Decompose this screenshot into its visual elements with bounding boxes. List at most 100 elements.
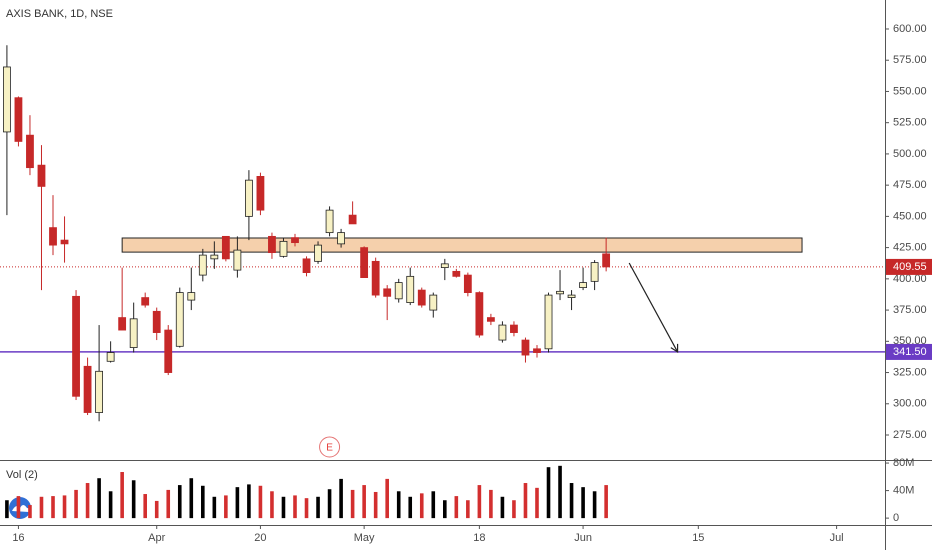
x-tick-label: 15	[692, 532, 704, 544]
y-tick-label: 450.00	[893, 210, 927, 222]
candle-body	[325, 209, 334, 234]
volume-bar	[443, 500, 447, 519]
y-tick-label: 475.00	[893, 179, 927, 191]
candle-body	[3, 66, 11, 133]
volume-title: Vol (2)	[6, 469, 38, 481]
volume-bar	[419, 493, 424, 519]
candle-body	[521, 339, 530, 356]
volume-bar	[85, 483, 90, 519]
candle-body	[175, 292, 184, 347]
volume-bar	[212, 496, 217, 519]
volume-bar	[362, 485, 366, 519]
x-tick-label: 16	[12, 532, 24, 544]
candle-body	[475, 292, 484, 336]
volume-bar	[201, 485, 205, 519]
volume-bar	[581, 487, 585, 519]
arrow-head	[670, 343, 679, 354]
y-tick-label: 575.00	[893, 54, 927, 66]
y-tick-label: 300.00	[893, 398, 927, 410]
candle-body	[245, 179, 253, 217]
volume-bar	[16, 496, 21, 519]
candle-body	[95, 370, 104, 413]
candle-body	[498, 324, 507, 341]
volume-bar	[558, 465, 562, 519]
volume-bar	[293, 495, 297, 519]
volume-bar	[304, 498, 309, 519]
candle-body	[106, 352, 115, 362]
volume-bar	[154, 500, 159, 519]
price-label-box	[886, 343, 932, 360]
volume-bar	[131, 480, 136, 519]
x-tick-label: 20	[254, 532, 266, 544]
x-tick-label: Jun	[574, 532, 592, 544]
candle-body	[221, 235, 230, 260]
candle-body	[83, 365, 92, 413]
volume-bar	[396, 491, 401, 519]
volume-bar	[350, 489, 355, 519]
candle-body	[406, 275, 415, 303]
event-label: E	[326, 443, 333, 454]
candle-body	[187, 292, 196, 301]
y-tick-label: 375.00	[893, 304, 927, 316]
volume-bar	[97, 478, 101, 519]
candle-body	[360, 247, 369, 278]
volume-bar	[327, 489, 332, 519]
volume-bar	[51, 496, 55, 519]
chart-title: AXIS BANK, 1D, NSE	[6, 8, 113, 20]
candle-body	[210, 254, 219, 260]
volume-bar	[258, 485, 263, 519]
volume-tick-label: 0	[893, 512, 899, 524]
candle-body	[429, 294, 438, 311]
candle-body	[533, 348, 541, 353]
candle-body	[417, 289, 426, 306]
volume-tick-label: 80M	[893, 457, 914, 469]
y-tick-label: 500.00	[893, 148, 927, 160]
candle-body	[440, 263, 449, 269]
volume-bar	[523, 483, 528, 519]
volume-bar	[74, 489, 78, 519]
candle-body	[233, 249, 242, 271]
candle-body	[590, 262, 599, 282]
arrow-line	[628, 262, 679, 353]
candle-body	[164, 329, 173, 373]
volume-tick-label: 40M	[893, 484, 914, 496]
volume-bar	[177, 485, 182, 519]
candle-body	[141, 297, 150, 306]
x-tick-label: Apr	[148, 532, 165, 544]
volume-bar	[108, 491, 113, 519]
volume-bar	[189, 478, 194, 519]
price-label: 409.55	[893, 261, 927, 273]
candle-body	[37, 164, 46, 187]
volume-bar	[466, 500, 470, 519]
event-marker	[319, 436, 341, 458]
volume-bar	[166, 489, 171, 519]
x-tick-label: 18	[473, 532, 485, 544]
candle-body	[302, 258, 311, 274]
volume-bar	[316, 496, 320, 519]
volume-bar	[143, 494, 147, 519]
candle-body	[118, 317, 127, 331]
candle-body	[371, 260, 380, 296]
volume-bar	[512, 500, 516, 519]
candle-body	[256, 176, 265, 211]
volume-bar	[235, 487, 240, 519]
candle-body	[291, 237, 299, 244]
candle-body	[60, 239, 69, 245]
volume-bar	[569, 483, 574, 519]
price-label: 341.50	[893, 346, 927, 358]
volume-bar	[408, 496, 413, 519]
candle-body	[279, 240, 288, 257]
candle-body	[383, 288, 392, 297]
volume-bar	[5, 500, 9, 519]
volume-bar	[604, 485, 608, 519]
volume-bar	[39, 496, 44, 519]
y-tick-label: 275.00	[893, 429, 927, 441]
candle-body	[567, 294, 576, 298]
candle-body	[314, 244, 322, 262]
y-tick-label: 400.00	[893, 273, 927, 285]
volume-bar	[546, 467, 551, 519]
candle-body	[556, 290, 564, 295]
volume-bar	[500, 496, 505, 519]
volume-bar	[281, 496, 286, 519]
y-tick-label: 325.00	[893, 366, 927, 378]
